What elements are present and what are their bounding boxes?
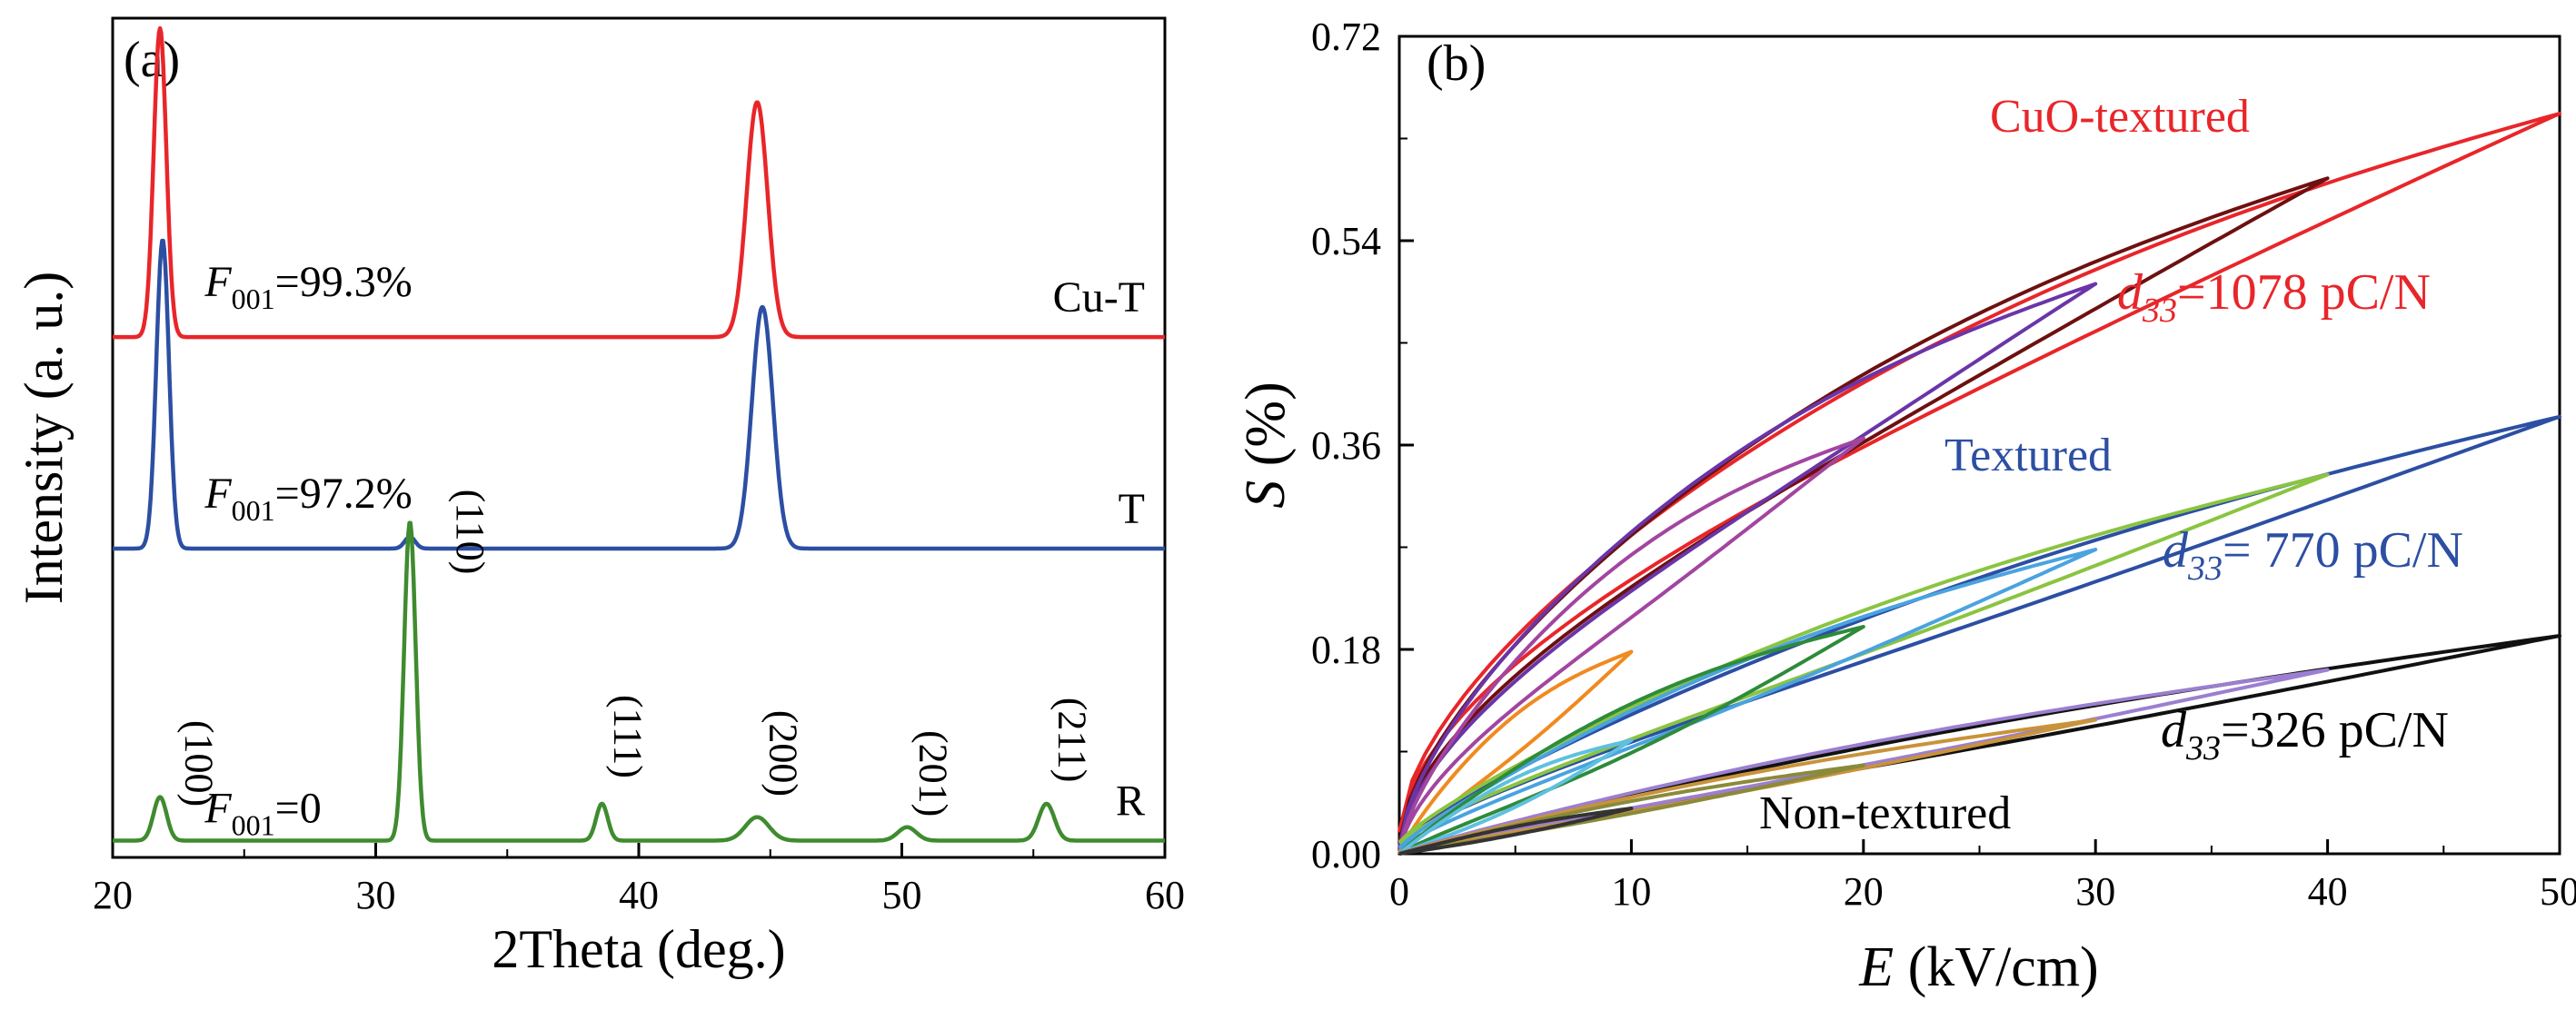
panel-b-strain-chart: (b) 0 10 20 30 40 50 0.00 0.18 0.36 0.54 0.72 CuO-… <box>1235 15 2576 998</box>
panel-a-x-tick-label-20: 20 <box>93 873 133 917</box>
panel-b-x-tick-label-10: 10 <box>1611 869 1651 914</box>
f001-subscript: 001 <box>232 282 275 315</box>
f001-value: =97.2% <box>275 470 413 518</box>
d33-value: =326 pC/N <box>2221 702 2449 758</box>
textured-label: Textured <box>1944 430 2112 481</box>
panel-b-y-tick-label-0-72: 0.72 <box>1311 15 1381 59</box>
cuo-textured-loop-20kv <box>1397 436 1865 855</box>
series-cu-t-label: Cu-T <box>1053 273 1145 322</box>
d33-symbol: d <box>2163 522 2189 579</box>
f001-value: =99.3% <box>275 258 413 306</box>
panel-a-xrd-chart: (a) 20 30 40 50 60 Cu-TF001=99.3%TF001=97.2%… <box>14 16 1185 979</box>
peak-label-201: (201) <box>910 730 955 817</box>
panel-a-x-tick-label-50: 50 <box>882 873 922 917</box>
panel-b-x-tick-label-30: 30 <box>2075 869 2115 914</box>
textured-loop-30kv <box>1397 548 2098 850</box>
textured-d33-label: d33= 770 pC/N <box>2163 522 2463 588</box>
panel-a-x-ticks: 20 30 40 50 60 <box>93 843 1185 917</box>
f001-subscript: 001 <box>232 494 275 527</box>
d33-subscript: 33 <box>2185 729 2221 767</box>
panel-a-x-tick-label-30: 30 <box>356 873 396 917</box>
peak-label-110: (110) <box>448 490 492 575</box>
panel-a-annotations: Cu-TF001=99.3%TF001=97.2%RF001=0(100)(11… <box>177 258 1145 841</box>
panel-b-x-axis-unit: (kV/cm) <box>1894 936 2099 998</box>
panel-b-x-tick-label-50: 50 <box>2540 869 2576 914</box>
d33-subscript: 33 <box>2142 292 2177 330</box>
panel-b-y-tick-label-0-54: 0.54 <box>1311 219 1381 263</box>
d33-symbol: d <box>2161 702 2187 758</box>
series-r-f001-label: F001=0 <box>204 785 321 842</box>
f001-symbol: F <box>204 470 232 518</box>
non-textured-label: Non-textured <box>1759 787 2011 839</box>
f001-value: =0 <box>275 785 322 833</box>
panel-b-x-tick-label-0: 0 <box>1389 869 1409 914</box>
panel-b-curves <box>1397 112 2561 856</box>
series-t-line <box>111 238 1167 551</box>
series-r-label: R <box>1116 777 1145 826</box>
non-textured-loop-10kv <box>1398 807 1634 856</box>
textured-loop-50kv <box>1397 414 2561 845</box>
panel-a-x-tick-label-60: 60 <box>1145 873 1185 917</box>
d33-value: = 770 pC/N <box>2223 522 2463 579</box>
panel-a-curves <box>111 25 1167 843</box>
f001-symbol: F <box>204 258 232 306</box>
panel-a-label: (a) <box>124 32 180 88</box>
panel-b-y-tick-label-0-18: 0.18 <box>1311 628 1381 672</box>
peak-label-111: (111) <box>606 695 651 778</box>
panel-b-x-axis-symbol: E <box>1858 936 1894 998</box>
panel-b-x-axis-label: E (kV/cm) <box>1858 936 2098 998</box>
panel-b-label: (b) <box>1427 35 1486 92</box>
d33-subscript: 33 <box>2187 550 2223 588</box>
non-textured-d33-label: d33=326 pC/N <box>2161 702 2449 767</box>
series-cu-t-line <box>111 25 1167 340</box>
series-t-f001-label: F001=97.2% <box>204 470 412 527</box>
cuo-textured-loop-30kv <box>1397 282 2098 849</box>
non-textured-loop-40kv <box>1398 668 2330 856</box>
panel-b-y-axis-symbol: S <box>1235 480 1297 509</box>
d33-value: =1078 pC/N <box>2177 264 2431 321</box>
cuo-textured-label: CuO-textured <box>1990 91 2250 143</box>
series-r-line <box>111 520 1167 843</box>
panel-b-y-tick-label-0-00: 0.00 <box>1311 832 1381 876</box>
peak-label-200: (200) <box>761 710 805 797</box>
panel-a-x-tick-label-40: 40 <box>619 873 659 917</box>
panel-b-y-axis-label: S (%) <box>1235 381 1297 508</box>
textured-loop-10kv <box>1397 738 1634 856</box>
series-cu-t-f001-label: F001=99.3% <box>204 258 412 315</box>
cuo-textured-d33-label: d33=1078 pC/N <box>2117 264 2431 330</box>
f001-subscript: 001 <box>232 809 275 842</box>
panel-a-x-axis-label: 2Theta (deg.) <box>492 919 785 979</box>
peak-label-100: (100) <box>177 720 222 807</box>
peak-label-211: (211) <box>1050 698 1095 783</box>
panel-b-x-tick-label-40: 40 <box>2308 869 2348 914</box>
cuo-textured-loop-10kv <box>1397 649 1634 855</box>
f001-symbol: F <box>204 785 232 833</box>
panel-b-x-tick-label-20: 20 <box>1844 869 1884 914</box>
series-t-label: T <box>1119 485 1145 533</box>
panel-b-y-axis-unit: (%) <box>1235 381 1297 480</box>
panel-b-ticks: 0 10 20 30 40 50 0.00 0.18 0.36 0.54 0.72 <box>1311 15 2576 914</box>
panel-b-y-tick-label-0-36: 0.36 <box>1311 423 1381 468</box>
d33-symbol: d <box>2117 264 2143 321</box>
panel-a-y-axis-label: Intensity (a. u.) <box>14 272 74 605</box>
